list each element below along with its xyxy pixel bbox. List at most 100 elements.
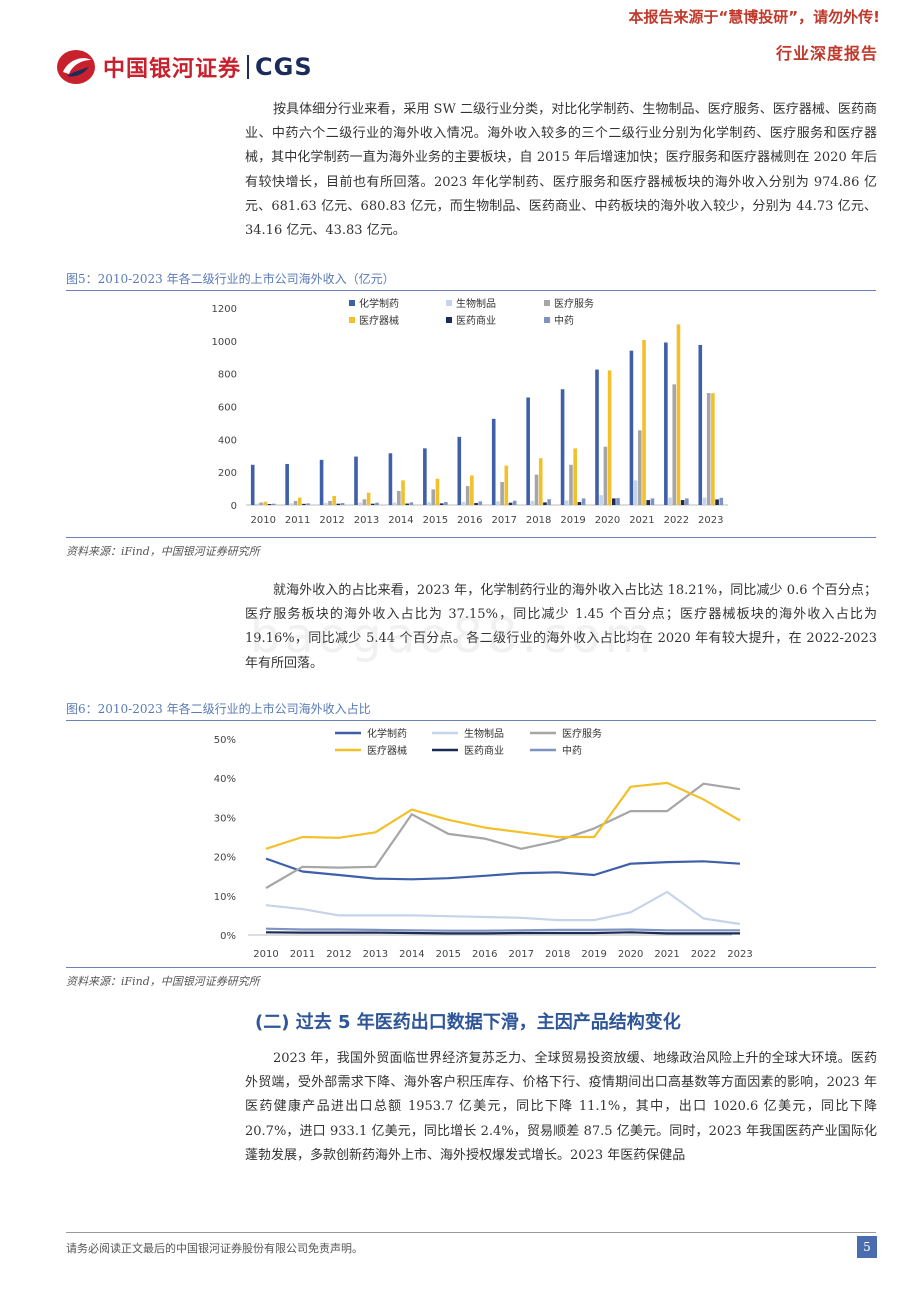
y-tick-label: 800	[218, 370, 237, 381]
bar	[616, 498, 620, 505]
y-tick-label: 600	[218, 403, 237, 414]
figure5-bar-chart: 0 200 400 600 800 1000 1200 2010 2011 2012 2013 201…	[212, 297, 728, 526]
x-tick-label: 2015	[423, 515, 448, 526]
bar	[340, 503, 345, 505]
bar	[512, 500, 517, 505]
x-tick-label: 2016	[457, 515, 482, 526]
watermark: baogao88.com	[250, 608, 656, 664]
bar	[323, 503, 328, 505]
bar	[595, 369, 599, 505]
page-number: 5	[857, 1236, 877, 1258]
bar	[715, 499, 719, 505]
bar	[504, 465, 509, 505]
body-paragraph-1: 按具体细分行业来看，采用 SW 二级行业分类，对比化学制药、生物制品、医疗服务、…	[245, 102, 877, 239]
bar	[461, 502, 466, 505]
y-tick-label: 20%	[214, 853, 236, 864]
x-tick-label: 2014	[399, 949, 424, 960]
y-tick-label: 400	[218, 435, 237, 446]
body-paragraph-2: 就海外收入的占比来看，2023 年，化学制药行业的海外收入占比达 18.21%，…	[245, 583, 877, 671]
figure6-title: 图6：2010-2023 年各二级行业的上市公司海外收入占比	[66, 702, 371, 716]
report-type: 行业深度报告	[775, 44, 878, 63]
x-tick-label: 2022	[691, 949, 716, 960]
bar	[328, 500, 332, 505]
bar	[603, 446, 608, 505]
footer-rule	[66, 1232, 876, 1233]
x-tick-label: 2012	[326, 949, 351, 960]
x-tick-label: 2022	[664, 515, 689, 526]
x-tick-label: 2014	[388, 515, 413, 526]
bar	[435, 478, 440, 505]
bar	[371, 503, 375, 505]
bar	[259, 502, 263, 505]
bar	[577, 502, 582, 505]
figure6-line-chart: 0% 10% 20% 30% 40% 50% 2010 2011 2012 2013 2014 201…	[214, 727, 753, 960]
bar	[543, 502, 547, 505]
bar	[336, 503, 341, 505]
bar	[366, 492, 371, 505]
bar	[569, 464, 573, 505]
legend-label: 医疗服务	[554, 297, 594, 310]
y-tick-label: 50%	[214, 735, 236, 746]
bar	[680, 500, 685, 505]
bar	[650, 498, 655, 505]
legend-swatch	[446, 300, 452, 306]
bar	[491, 418, 496, 505]
bar	[401, 480, 405, 505]
figure5-top-rule	[66, 290, 876, 291]
series-line	[265, 927, 740, 932]
bar	[581, 498, 586, 505]
bar	[500, 482, 504, 505]
x-tick-label: 2020	[618, 949, 643, 960]
y-tick-label: 30%	[214, 813, 236, 824]
bar	[255, 503, 259, 505]
legend-label: 医药商业	[456, 314, 496, 327]
bar	[444, 502, 448, 505]
bar	[685, 498, 689, 505]
bar	[358, 502, 362, 505]
figure6-top-rule	[66, 720, 876, 721]
bar	[547, 499, 551, 505]
x-tick-label: 2013	[354, 515, 379, 526]
bar	[612, 498, 616, 505]
series-line	[265, 781, 741, 850]
bar	[629, 350, 634, 505]
legend-label: 医疗器械	[367, 744, 407, 757]
legend-swatch	[544, 300, 550, 306]
bar	[638, 430, 642, 505]
x-tick-label: 2010	[253, 949, 278, 960]
figure6-source: 资料来源：iFind，中国银河证券研究所	[66, 975, 260, 988]
x-tick-label: 2018	[526, 515, 551, 526]
y-tick-label: 0%	[220, 931, 236, 942]
logo-separator	[247, 55, 250, 79]
figure6-bottom-rule	[66, 967, 876, 968]
bar	[508, 502, 513, 505]
bar	[478, 501, 483, 505]
bar	[319, 459, 324, 505]
bar	[526, 397, 530, 505]
y-tick-label: 1200	[212, 304, 237, 315]
x-tick-label: 2010	[250, 515, 275, 526]
x-tick-label: 2023	[727, 949, 752, 960]
company-logo: 中国银河证券 CGS	[55, 48, 313, 86]
bar	[405, 503, 410, 505]
bar	[668, 497, 672, 505]
legend-label: 生物制品	[464, 727, 504, 740]
bar	[706, 393, 711, 505]
bar	[573, 448, 577, 505]
bar	[409, 502, 414, 505]
legend-label: 医疗服务	[562, 727, 602, 740]
x-tick-label: 2017	[491, 515, 516, 526]
bar	[431, 489, 436, 505]
bar	[267, 504, 272, 505]
x-tick-label: 2019	[560, 515, 585, 526]
bar	[297, 497, 302, 505]
logo-english-name: CGS	[255, 53, 313, 81]
bar	[439, 503, 444, 505]
bar	[293, 500, 298, 505]
y-tick-label: 1000	[212, 337, 237, 348]
x-tick-label: 2011	[285, 515, 310, 526]
bar	[423, 448, 427, 505]
section-heading: (二) 过去 5 年医药出口数据下滑，主因产品结构变化	[255, 1012, 681, 1033]
y-tick-label: 40%	[214, 774, 236, 785]
figure5-bottom-rule	[66, 537, 876, 538]
